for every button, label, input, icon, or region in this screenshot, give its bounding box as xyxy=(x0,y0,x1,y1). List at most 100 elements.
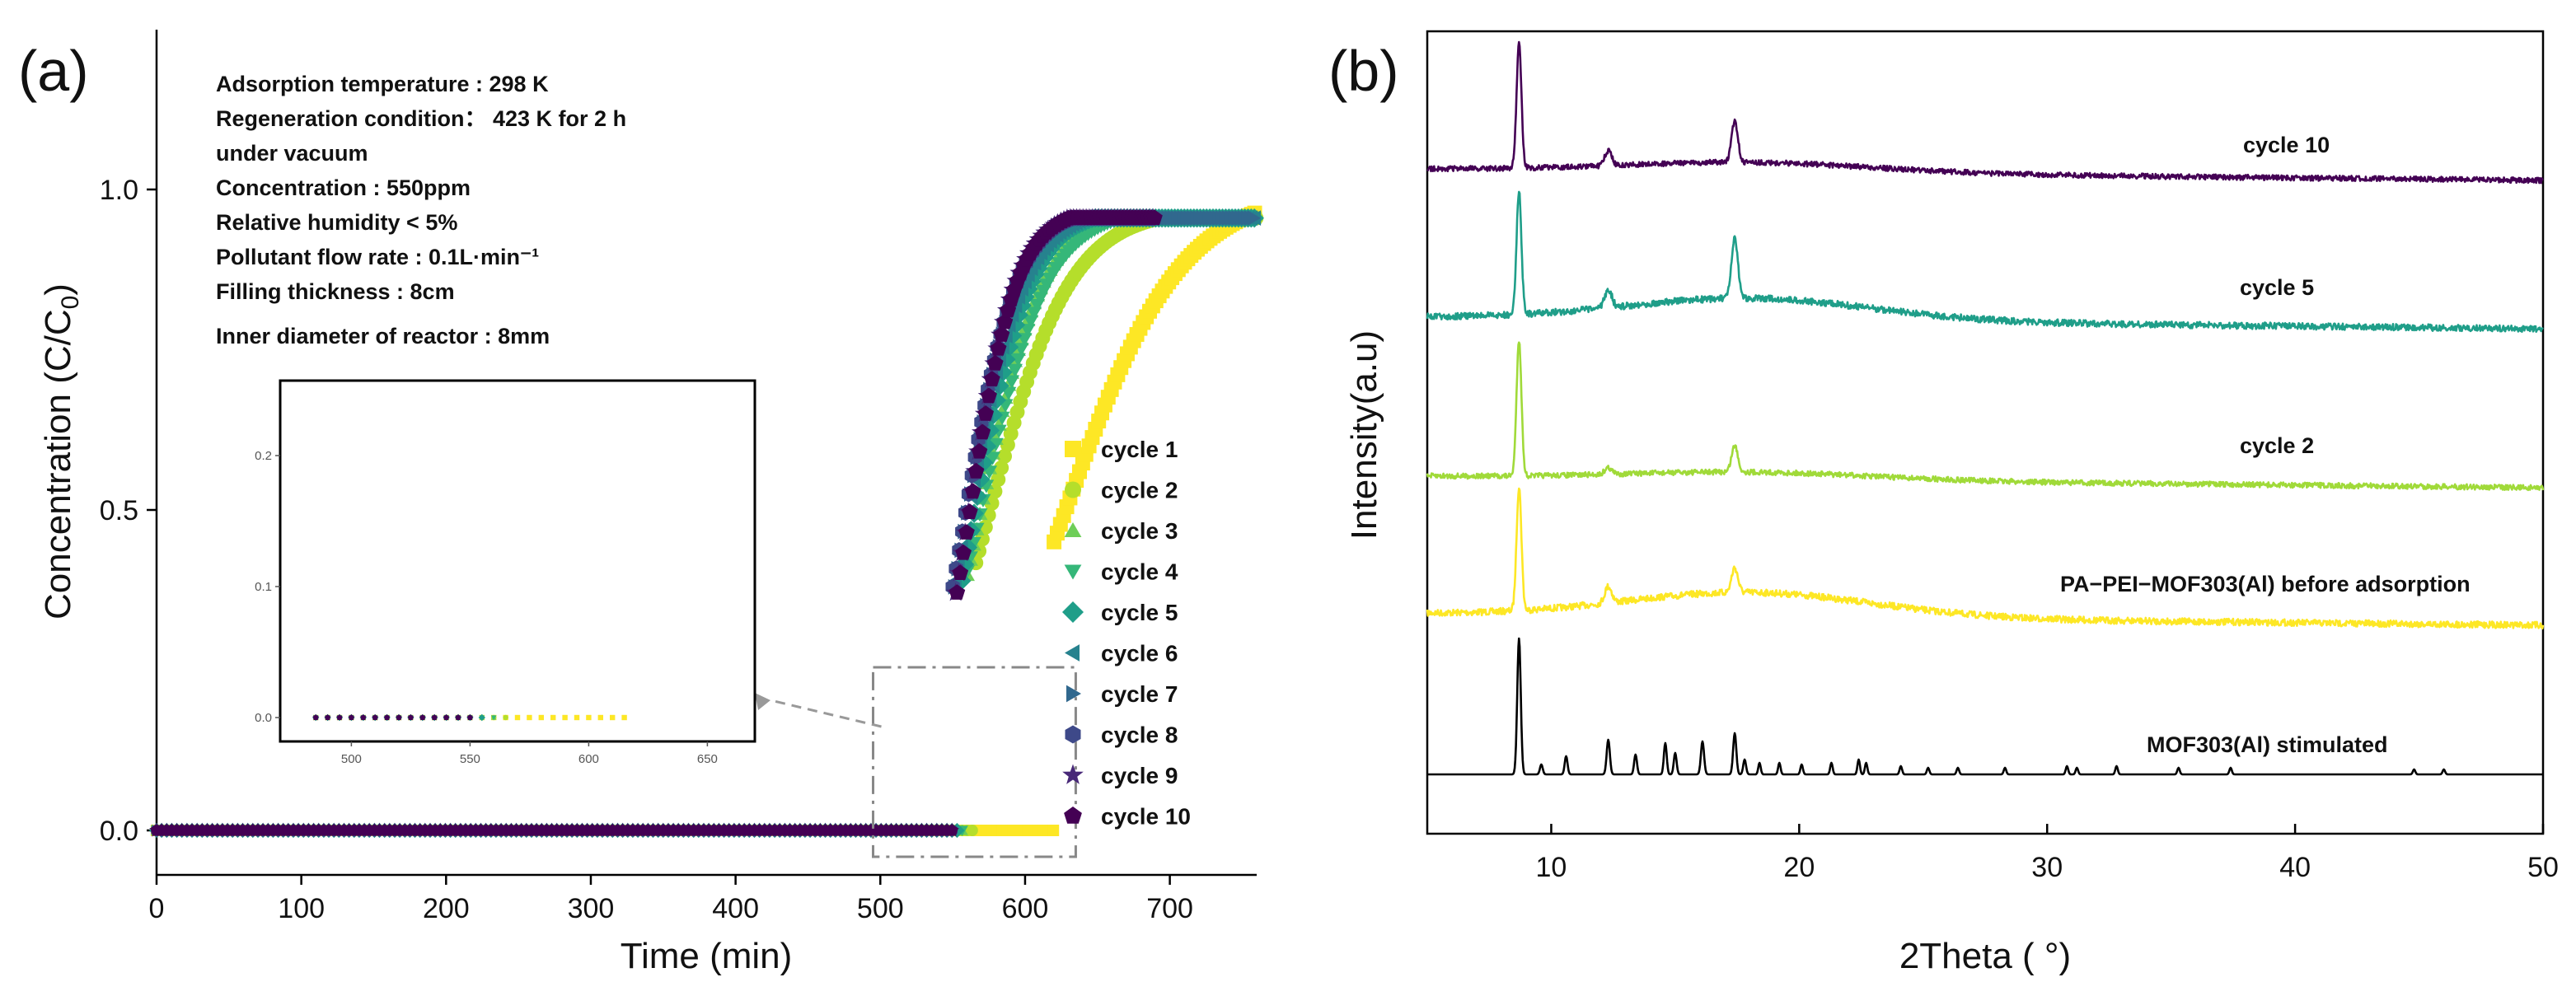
panel-a-y-title: Concentration (C/C0) xyxy=(38,283,84,620)
data-point xyxy=(1247,210,1262,226)
zoom-arrow-head xyxy=(755,693,770,710)
inset-point xyxy=(466,714,473,720)
data-point xyxy=(990,339,1007,356)
data-point xyxy=(994,460,1009,475)
panel-b-y-title: Intensity(a.u) xyxy=(1344,330,1384,540)
data-point xyxy=(967,462,985,479)
inset-point xyxy=(503,714,508,721)
xrd-traces xyxy=(1426,40,2545,776)
xrd-trace xyxy=(1426,190,2544,333)
xrd-trace xyxy=(1426,40,2544,185)
legend-label: cycle 8 xyxy=(1101,722,1178,748)
inset-point xyxy=(336,714,343,720)
inset-point xyxy=(610,714,616,721)
inset-point xyxy=(597,714,603,721)
inset-point xyxy=(443,714,450,720)
legend-marker xyxy=(1064,522,1082,537)
inset-point xyxy=(478,713,485,722)
panel-a-y-title-end: ) xyxy=(38,283,78,296)
data-point xyxy=(993,326,1010,342)
inset-x-tick-label: 550 xyxy=(460,752,480,766)
data-point xyxy=(966,825,978,836)
data-point xyxy=(991,472,1006,488)
x-tick-label: 100 xyxy=(278,893,325,924)
legend-label: cycle 3 xyxy=(1101,518,1178,544)
legend-marker xyxy=(1065,481,1081,498)
inset-point xyxy=(325,714,331,720)
inset-x-tick-label: 600 xyxy=(578,752,599,766)
xrd-trace xyxy=(1426,487,2545,629)
panel-b-frame xyxy=(1426,30,2545,835)
inset-point xyxy=(360,714,367,720)
inset-point xyxy=(550,714,556,721)
x-tick-label: 500 xyxy=(857,893,904,924)
panel-a: (a) 0 100 200 300 400 500 600 700 0.0 0.5 1.0 Tim… xyxy=(18,30,1264,976)
x-tick-label: 40 xyxy=(2279,852,2311,883)
zoom-box xyxy=(872,666,1077,858)
condition-line: Relative humidity < 5% xyxy=(216,210,457,235)
trace-label-before-adsorption: PA−PEI−MOF303(Al) before adsorption xyxy=(2060,572,2471,596)
inset-point xyxy=(348,714,354,720)
x-tick-label: 30 xyxy=(2031,852,2063,883)
panel-b-x-ticks: 10 20 30 40 50 xyxy=(1536,824,2559,883)
data-point xyxy=(1000,437,1015,453)
legend-label: cycle 10 xyxy=(1101,804,1191,830)
data-point xyxy=(1007,363,1023,377)
data-point xyxy=(964,483,981,499)
panel-a-y-title-sub: 0 xyxy=(57,296,84,310)
data-point xyxy=(974,423,991,440)
inset-point xyxy=(574,714,580,721)
legend-label: cycle 4 xyxy=(1101,559,1178,585)
data-point xyxy=(977,405,994,421)
legend: cycle 1 cycle 2 cycle 3 cycle 4 cycle 5 cycle… xyxy=(1062,437,1191,830)
trace-label-cycle-2: cycle 2 xyxy=(2240,433,2314,458)
series-cycle-10 xyxy=(150,209,1163,836)
data-point xyxy=(1047,825,1060,836)
condition-line: Concentration : 550ppm xyxy=(216,175,471,200)
data-point xyxy=(981,387,997,404)
x-tick-label: 300 xyxy=(568,893,615,924)
legend-label: cycle 7 xyxy=(1101,681,1178,707)
y-tick-label: 0.5 xyxy=(100,495,138,526)
data-point xyxy=(1004,375,1020,389)
data-point xyxy=(984,495,1000,511)
legend-marker xyxy=(1065,644,1080,662)
y-tick-label: 1.0 xyxy=(100,175,138,206)
data-point xyxy=(1146,209,1163,225)
inset-y-tick-label: 0.2 xyxy=(255,449,272,463)
inset-point xyxy=(312,714,319,720)
condition-line: Regeneration condition： 423 K for 2 h xyxy=(216,106,626,131)
x-tick-label: 700 xyxy=(1146,893,1193,924)
data-point xyxy=(985,451,1000,465)
legend-marker xyxy=(1064,564,1082,580)
legend-marker xyxy=(1066,685,1081,703)
data-point xyxy=(948,584,966,600)
inset-ticks: 500 550 600 650 0.0 0.1 0.2 xyxy=(255,449,718,766)
x-tick-label: 50 xyxy=(2527,852,2559,883)
panel-a-y-title-main: Concentration (C/C xyxy=(38,309,78,620)
trace-labels: cycle 10 cycle 5 cycle 2 PA−PEI−MOF303(A… xyxy=(2060,133,2471,757)
xrd-trace xyxy=(1426,637,2544,776)
y-tick-label: 0.0 xyxy=(100,816,138,847)
inset-point xyxy=(562,714,568,721)
data-point xyxy=(945,824,958,836)
inset-point xyxy=(407,714,414,720)
panel-b: (b) 10 20 30 40 50 2Theta ( °) Intensity(a.u… xyxy=(1328,30,2559,976)
data-point xyxy=(986,354,1004,371)
inset-point xyxy=(586,714,592,721)
xrd-trace xyxy=(1426,341,2545,492)
legend-label: cycle 5 xyxy=(1101,600,1178,625)
data-point xyxy=(971,442,988,459)
inset-point xyxy=(396,714,402,720)
inset-point xyxy=(431,714,438,720)
legend-marker xyxy=(1064,807,1082,824)
panel-a-y-ticks: 0.0 0.5 1.0 xyxy=(100,175,157,847)
x-tick-label: 0 xyxy=(149,893,165,924)
panel-b-x-title: 2Theta ( °) xyxy=(1899,936,2071,976)
data-point xyxy=(997,448,1013,464)
panel-a-x-ticks: 0 100 200 300 400 500 600 700 xyxy=(149,875,1193,924)
condition-line: under vacuum xyxy=(216,141,368,166)
inset-point xyxy=(384,714,391,720)
inset-point xyxy=(419,714,426,720)
